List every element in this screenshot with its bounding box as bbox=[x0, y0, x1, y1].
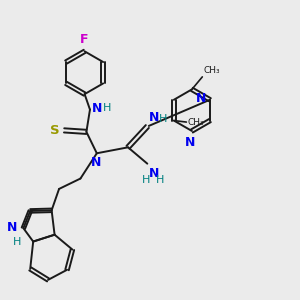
Text: F: F bbox=[80, 33, 89, 46]
Text: N: N bbox=[196, 92, 206, 105]
Text: H: H bbox=[13, 237, 21, 247]
Text: N: N bbox=[185, 136, 196, 149]
Text: H: H bbox=[142, 175, 150, 185]
Text: H: H bbox=[102, 103, 111, 113]
Text: N: N bbox=[91, 156, 101, 169]
Text: CH₃: CH₃ bbox=[188, 118, 205, 127]
Text: CH₃: CH₃ bbox=[204, 66, 220, 75]
Text: N: N bbox=[92, 102, 103, 115]
Text: H: H bbox=[159, 113, 167, 124]
Text: N: N bbox=[7, 221, 17, 234]
Text: N: N bbox=[149, 110, 159, 124]
Text: H: H bbox=[156, 175, 164, 185]
Text: S: S bbox=[50, 124, 60, 137]
Text: N: N bbox=[149, 167, 159, 180]
